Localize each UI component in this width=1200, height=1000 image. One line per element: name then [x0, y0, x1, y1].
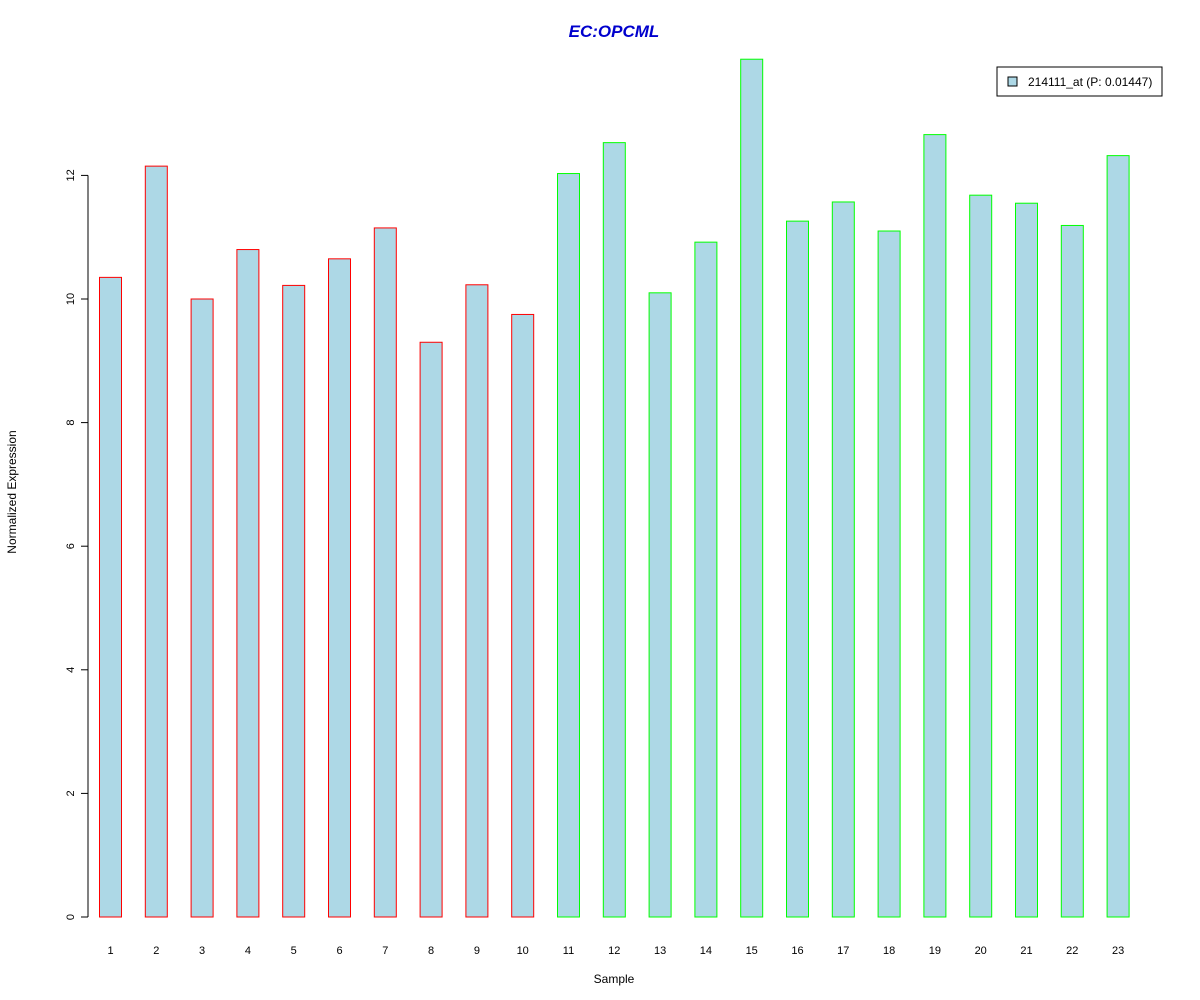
x-tick-label: 18: [883, 945, 895, 957]
x-tick-label: 19: [929, 945, 941, 957]
x-axis-title: Sample: [594, 972, 635, 986]
x-tick-label: 17: [837, 945, 849, 957]
bar-sample-9: [466, 285, 488, 917]
x-tick-label: 12: [608, 945, 620, 957]
x-tick-label: 20: [975, 945, 987, 957]
bar-sample-5: [283, 285, 305, 917]
x-tick-label: 8: [428, 945, 434, 957]
bar-sample-13: [649, 293, 671, 917]
chart-title: EC:OPCML: [569, 22, 660, 41]
bar-sample-3: [191, 299, 213, 917]
bar-sample-4: [237, 250, 259, 917]
x-tick-label: 11: [563, 945, 574, 957]
bar-sample-17: [832, 202, 854, 917]
bar-sample-19: [924, 135, 946, 917]
bar-sample-14: [695, 242, 717, 917]
bar-sample-8: [420, 342, 442, 917]
bar-sample-15: [741, 59, 763, 917]
bar-sample-11: [558, 174, 580, 917]
y-tick-label: 0: [65, 914, 77, 920]
y-tick-label: 2: [65, 790, 77, 796]
x-tick-label: 21: [1020, 945, 1032, 957]
x-tick-label: 14: [700, 945, 712, 957]
y-axis-title: Normalized Expression: [5, 430, 19, 553]
y-tick-label: 6: [65, 543, 77, 549]
x-tick-label: 9: [474, 945, 480, 957]
bar-sample-6: [329, 259, 351, 917]
bar-sample-1: [100, 277, 122, 917]
x-tick-label: 4: [245, 945, 251, 957]
legend: 214111_at (P: 0.01447): [997, 67, 1162, 96]
y-tick-label: 4: [65, 667, 77, 673]
y-axis: 0 2 4 6 8 10 12: [65, 169, 88, 920]
bar-sample-16: [787, 221, 809, 917]
bar-sample-10: [512, 314, 534, 917]
x-tick-label: 16: [791, 945, 803, 957]
x-tick-label: 22: [1066, 945, 1078, 957]
x-tick-labels: 1234567891011121314151617181920212223: [107, 945, 1124, 957]
bar-sample-12: [603, 143, 625, 917]
bar-sample-2: [145, 166, 167, 917]
bar-sample-23: [1107, 156, 1129, 917]
legend-swatch: [1008, 77, 1017, 86]
x-tick-label: 13: [654, 945, 666, 957]
y-tick-label: 12: [65, 169, 77, 181]
x-tick-label: 6: [336, 945, 342, 957]
bar-sample-21: [1016, 203, 1038, 917]
y-tick-label: 10: [65, 293, 77, 305]
x-tick-label: 5: [291, 945, 297, 957]
x-tick-label: 23: [1112, 945, 1124, 957]
x-tick-label: 2: [153, 945, 159, 957]
x-tick-label: 1: [107, 945, 113, 957]
bars-group: [100, 59, 1130, 917]
bar-sample-7: [374, 228, 396, 917]
x-tick-label: 3: [199, 945, 205, 957]
bar-sample-18: [878, 231, 900, 917]
x-tick-label: 10: [517, 945, 529, 957]
x-tick-label: 15: [746, 945, 758, 957]
legend-label: 214111_at (P: 0.01447): [1028, 75, 1152, 89]
bar-sample-22: [1061, 225, 1083, 917]
y-tick-label: 8: [65, 420, 77, 426]
x-tick-label: 7: [382, 945, 388, 957]
bar-sample-20: [970, 195, 992, 917]
